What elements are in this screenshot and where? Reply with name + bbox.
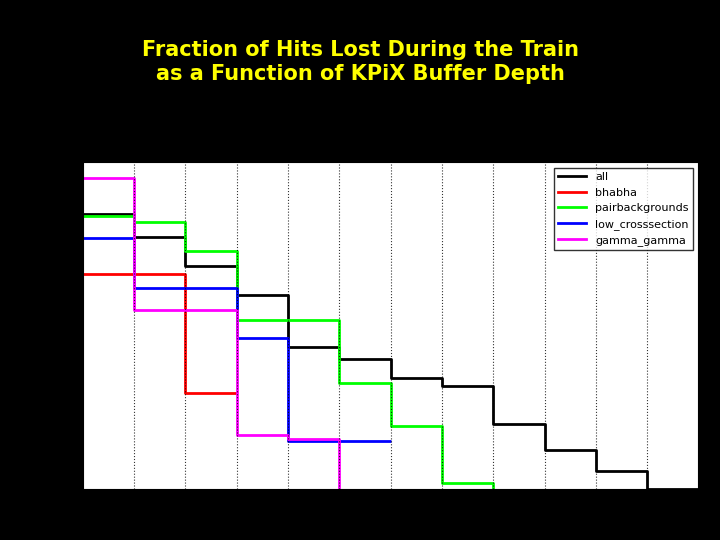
Line: gamma_gamma: gamma_gamma bbox=[83, 178, 390, 509]
Line: low_crosssection: low_crosssection bbox=[83, 238, 390, 441]
pairbackgrounds bbox=[438, 480, 446, 486]
gamma_gamma bbox=[181, 307, 189, 313]
gamma_gamma bbox=[78, 174, 87, 181]
bhabha bbox=[181, 271, 189, 277]
all bbox=[130, 211, 138, 217]
all bbox=[540, 447, 549, 454]
pairbackgrounds bbox=[540, 517, 549, 523]
Line: bhabha: bhabha bbox=[83, 274, 237, 393]
pairbackgrounds bbox=[130, 219, 138, 225]
low_crosssection bbox=[284, 437, 292, 444]
gamma_gamma bbox=[335, 436, 343, 442]
low_crosssection bbox=[78, 235, 87, 241]
all bbox=[592, 447, 600, 454]
pairbackgrounds bbox=[386, 423, 395, 429]
gamma_gamma bbox=[386, 506, 395, 512]
all bbox=[284, 343, 292, 350]
pairbackgrounds bbox=[233, 316, 241, 323]
pairbackgrounds bbox=[78, 213, 87, 219]
low_crosssection bbox=[386, 437, 395, 444]
low_crosssection bbox=[233, 335, 241, 341]
all bbox=[694, 485, 703, 492]
Text: Fraction of Hits Lost During the Train
as a Function of KPiX Buffer Depth: Fraction of Hits Lost During the Train a… bbox=[142, 40, 578, 84]
all bbox=[643, 485, 652, 492]
Y-axis label: Fraction of Hits Lost: Fraction of Hits Lost bbox=[27, 264, 40, 387]
all bbox=[386, 375, 395, 381]
pairbackgrounds bbox=[181, 219, 189, 225]
X-axis label: Buffer Depth: Buffer Depth bbox=[351, 514, 431, 527]
all bbox=[489, 420, 498, 427]
all bbox=[438, 383, 446, 389]
pairbackgrounds bbox=[335, 316, 343, 323]
pairbackgrounds bbox=[335, 380, 343, 386]
gamma_gamma bbox=[181, 307, 189, 313]
pairbackgrounds bbox=[130, 213, 138, 219]
low_crosssection bbox=[181, 285, 189, 291]
all bbox=[284, 292, 292, 298]
low_crosssection bbox=[130, 235, 138, 241]
all bbox=[592, 468, 600, 474]
all bbox=[540, 420, 549, 427]
bhabha bbox=[181, 390, 189, 396]
pairbackgrounds bbox=[233, 248, 241, 254]
low_crosssection bbox=[335, 437, 343, 444]
pairbackgrounds bbox=[489, 517, 498, 523]
low_crosssection bbox=[130, 285, 138, 291]
gamma_gamma bbox=[233, 431, 241, 438]
gamma_gamma bbox=[130, 307, 138, 313]
gamma_gamma bbox=[233, 307, 241, 313]
gamma_gamma bbox=[284, 436, 292, 442]
all bbox=[233, 262, 241, 269]
all bbox=[181, 262, 189, 269]
all bbox=[181, 234, 189, 241]
all bbox=[335, 355, 343, 362]
low_crosssection bbox=[233, 285, 241, 291]
Line: pairbackgrounds: pairbackgrounds bbox=[83, 216, 544, 520]
low_crosssection bbox=[335, 437, 343, 444]
gamma_gamma bbox=[335, 506, 343, 512]
all bbox=[386, 355, 395, 362]
low_crosssection bbox=[284, 335, 292, 341]
pairbackgrounds bbox=[438, 423, 446, 429]
pairbackgrounds bbox=[181, 248, 189, 254]
all bbox=[643, 468, 652, 474]
bhabha bbox=[78, 271, 87, 277]
all bbox=[489, 383, 498, 389]
gamma_gamma bbox=[130, 174, 138, 181]
all bbox=[233, 292, 241, 298]
bhabha bbox=[233, 390, 241, 396]
all bbox=[438, 375, 446, 381]
Title: Fraction of Hits Lost as a Function of Buffer Depth: Fraction of Hits Lost as a Function of B… bbox=[252, 150, 529, 160]
all bbox=[130, 234, 138, 241]
pairbackgrounds bbox=[489, 480, 498, 486]
Legend: all, bhabha, pairbackgrounds, low_crosssection, gamma_gamma: all, bhabha, pairbackgrounds, low_crosss… bbox=[554, 167, 693, 251]
Line: all: all bbox=[83, 214, 698, 489]
low_crosssection bbox=[181, 285, 189, 291]
all bbox=[335, 343, 343, 350]
all bbox=[78, 211, 87, 217]
pairbackgrounds bbox=[386, 380, 395, 386]
gamma_gamma bbox=[284, 431, 292, 438]
